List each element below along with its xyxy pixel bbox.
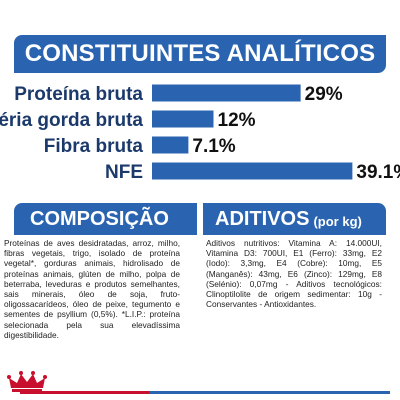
bar-3 <box>152 162 353 180</box>
value-label-3: 39.1% <box>356 162 400 183</box>
additives-text: Aditivos nutritivos: Vitamina A: 14.000U… <box>206 238 382 310</box>
additives-title-suffix: (por kg) <box>313 213 362 229</box>
category-label-2: Fibra bruta <box>44 136 144 157</box>
value-label-1: 12% <box>218 110 256 131</box>
composition-title-bar: COMPOSIÇÃO <box>14 203 197 235</box>
category-label-1: Matéria gorda bruta <box>0 110 143 131</box>
bar-1 <box>152 110 214 128</box>
analytic-constituents-title: CONSTITUINTES ANALÍTICOS <box>24 40 376 67</box>
bar-0 <box>152 84 301 102</box>
value-label-2: 7.1% <box>192 136 235 157</box>
footer-line <box>20 391 390 394</box>
royal-canin-crown-icon <box>6 370 48 394</box>
analytic-constituents-chart: Proteína bruta 29% Matéria gorda bruta 12% F… <box>0 84 400 183</box>
composition-title: COMPOSIÇÃO <box>30 207 169 230</box>
additives-title: ADITIVOS <box>215 207 310 230</box>
composition-text: Proteínas de aves desidratadas, arroz, m… <box>4 238 180 340</box>
analytic-constituents-banner: CONSTITUINTES ANALÍTICOS <box>14 35 386 73</box>
bar-2 <box>152 136 189 154</box>
additives-title-bar: ADITIVOS (por kg) <box>203 203 386 235</box>
category-label-0: Proteína bruta <box>14 84 143 105</box>
category-label-3: NFE <box>105 162 143 183</box>
value-label-0: 29% <box>305 84 343 105</box>
